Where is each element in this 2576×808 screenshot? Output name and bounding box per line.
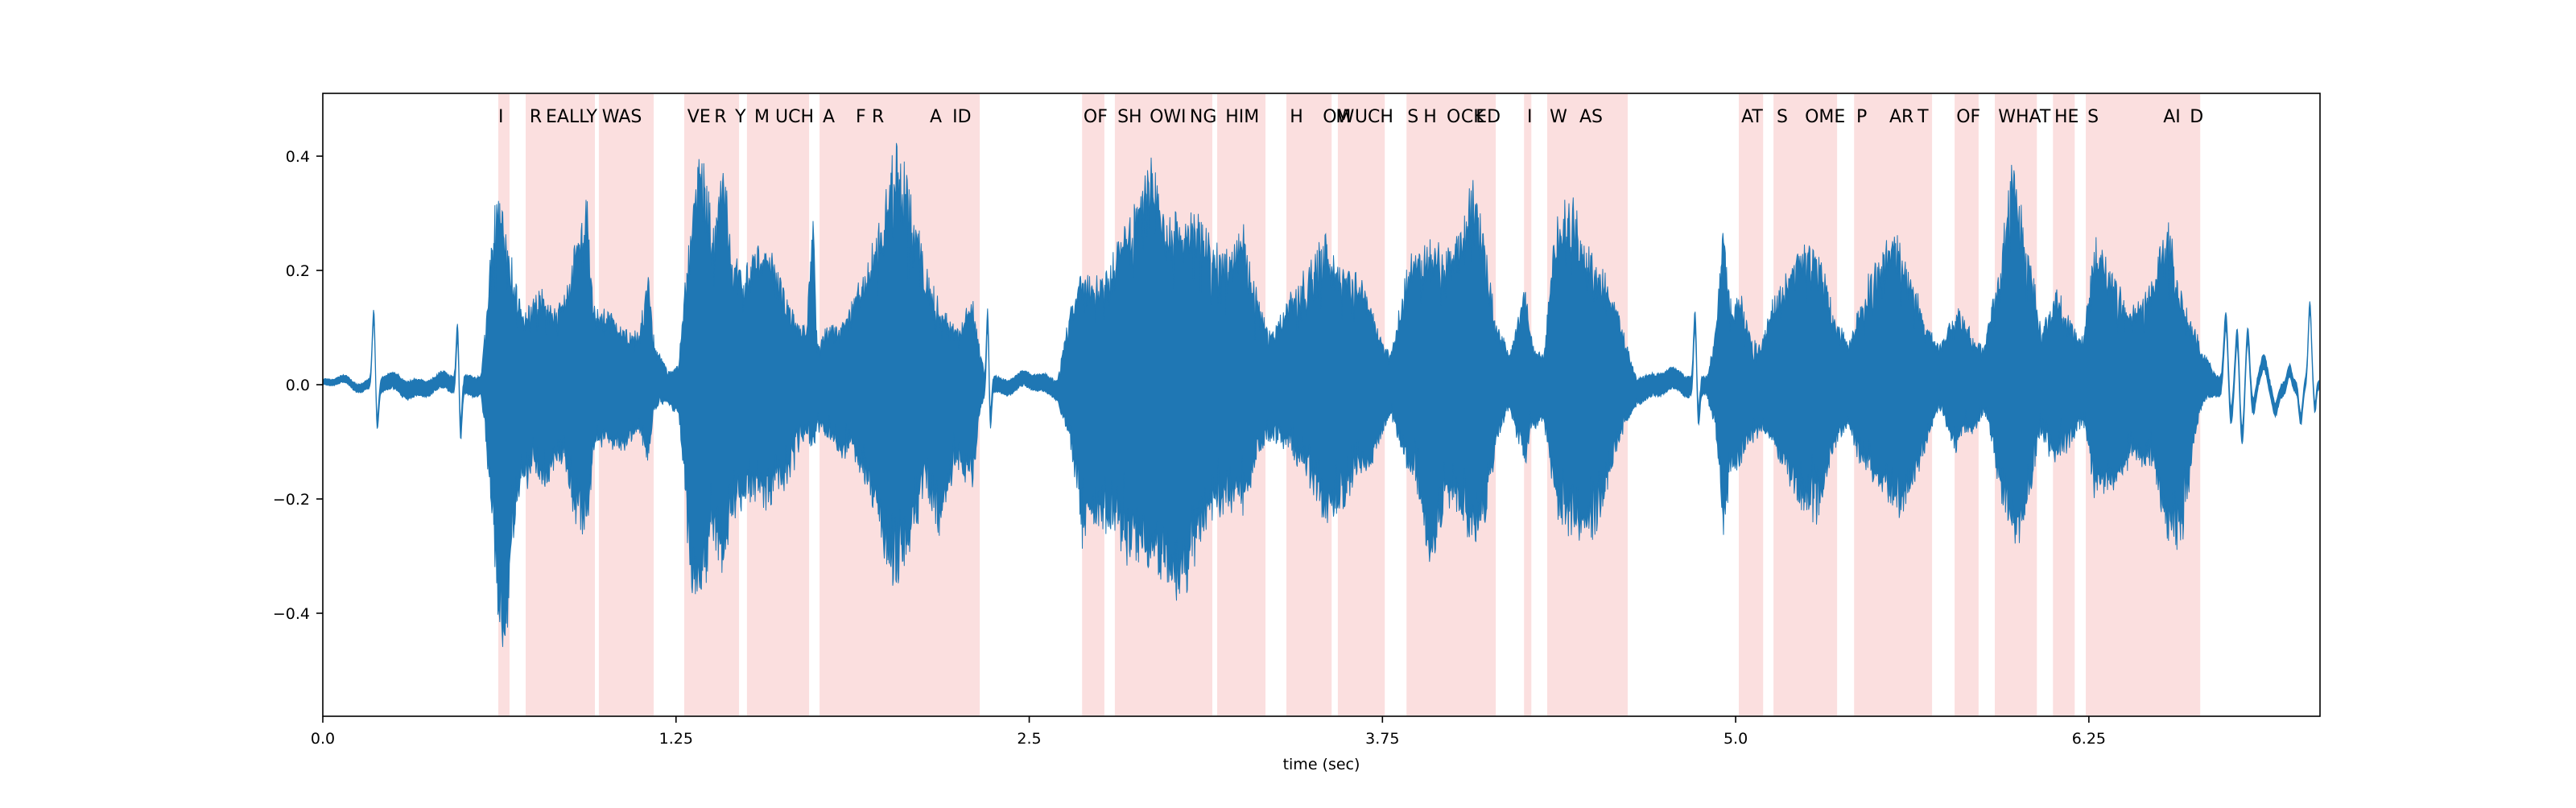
phoneme-label: UCH: [775, 107, 814, 127]
phoneme-label: OME: [1805, 107, 1845, 127]
y-tick-label: −0.2: [273, 491, 310, 509]
phoneme-label: VE: [687, 107, 711, 127]
phoneme-label: A: [823, 107, 835, 127]
phoneme-label: OF: [1956, 107, 1980, 127]
phoneme-label: Y: [734, 107, 746, 127]
phoneme-label: I: [498, 107, 504, 127]
phoneme-label: P: [1856, 107, 1867, 127]
phoneme-label: I: [1181, 107, 1187, 127]
x-tick-label: 3.75: [1365, 730, 1399, 748]
axes-spines-layer: [322, 93, 2321, 717]
phoneme-label: I: [1527, 107, 1533, 127]
phoneme-label: ED: [1476, 107, 1501, 127]
phoneme-label: AS: [1579, 107, 1603, 127]
phoneme-label: T: [1917, 107, 1929, 127]
axis-ticks-layer: 0.0 1.25 2.5 3.75 5.0 6.25 0.4 0.2 0.0 −0.2 −0.4: [273, 148, 2106, 748]
phoneme-label: S: [1407, 107, 1418, 127]
phoneme-label: S: [2087, 107, 2099, 127]
phoneme-label: R: [714, 107, 726, 127]
phoneme-label: H: [1423, 107, 1437, 127]
x-tick-label: 2.5: [1017, 730, 1041, 748]
phoneme-label: O: [1447, 107, 1460, 127]
phoneme-label: WHAT: [1998, 107, 2051, 127]
phoneme-label: AR: [1889, 107, 1913, 127]
x-tick-label: 6.25: [2072, 730, 2106, 748]
phoneme-labels-layer: I R EALLY WAS VE R Y M UCH A F R A ID OF SH OW I NG HIM H OWM…: [498, 107, 2203, 127]
y-tick-label: 0.4: [286, 148, 310, 166]
phoneme-label: OW: [1323, 107, 1354, 127]
phoneme-label: ID: [952, 107, 971, 127]
phoneme-label: HIM: [1225, 107, 1259, 127]
phoneme-label: OW: [1150, 107, 1181, 127]
y-tick-label: 0.2: [286, 262, 310, 280]
x-tick-label: 5.0: [1724, 730, 1748, 748]
axes-frame: [322, 93, 2321, 717]
phoneme-label: R: [530, 107, 542, 127]
phoneme-label: F: [856, 107, 866, 127]
phoneme-label: CK: [1461, 107, 1485, 127]
phoneme-label: R: [872, 107, 884, 127]
phoneme-label: SH: [1117, 107, 1142, 127]
phoneme-label: H: [1290, 107, 1303, 127]
phoneme-label: WAS: [602, 107, 642, 127]
phoneme-label: EALLY: [546, 107, 598, 127]
phoneme-label: AT: [1741, 107, 1763, 127]
x-tick-label: 1.25: [659, 730, 693, 748]
phoneme-label: W: [1550, 107, 1567, 127]
phoneme-label: OF: [1084, 107, 1108, 127]
waveform: [322, 142, 2319, 647]
phoneme-label: A: [930, 107, 942, 127]
phoneme-label: M: [1335, 107, 1351, 127]
phoneme-label: UCH: [1355, 107, 1393, 127]
y-tick-label: −0.4: [273, 605, 310, 623]
phoneme-label: NG: [1190, 107, 1217, 127]
phoneme-label: M: [754, 107, 770, 127]
waveform-layer: [322, 142, 2319, 647]
phoneme-label: HE: [2054, 107, 2079, 127]
phoneme-label: D: [2190, 107, 2203, 127]
x-tick-label: 0.0: [311, 730, 335, 748]
x-axis-label: time (sec): [1283, 756, 1360, 773]
phoneme-label: S: [1777, 107, 1788, 127]
y-tick-label: 0.0: [286, 377, 310, 394]
phoneme-label: AI: [2163, 107, 2181, 127]
